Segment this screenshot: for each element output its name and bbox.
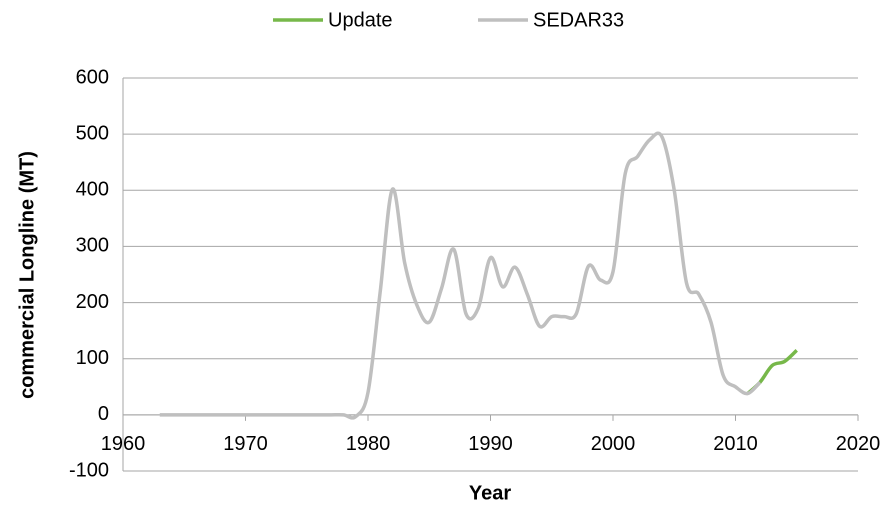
y-tick-label: 300 <box>76 235 109 257</box>
x-tick-label: 1990 <box>468 433 513 455</box>
x-tick-label: 1980 <box>346 433 391 455</box>
y-tick-label: 600 <box>76 66 109 88</box>
x-axis-label: Year <box>469 482 511 504</box>
y-axis-label: commercial Longline (MT) <box>16 151 38 399</box>
x-tick-label: 1960 <box>101 433 146 455</box>
y-tick-label: 0 <box>98 403 109 425</box>
legend-label: Update <box>328 9 393 31</box>
x-tick-label: 1970 <box>223 433 268 455</box>
y-tick-label: -100 <box>69 459 109 481</box>
legend-label: SEDAR33 <box>533 9 624 31</box>
x-tick-label: 2000 <box>591 433 636 455</box>
y-tick-label: 200 <box>76 291 109 313</box>
y-tick-label: 400 <box>76 179 109 201</box>
y-tick-label: 100 <box>76 347 109 369</box>
y-tick-label: 500 <box>76 122 109 144</box>
series-line <box>159 131 762 420</box>
x-tick-label: 2020 <box>836 433 881 455</box>
x-tick-label: 2010 <box>713 433 758 455</box>
